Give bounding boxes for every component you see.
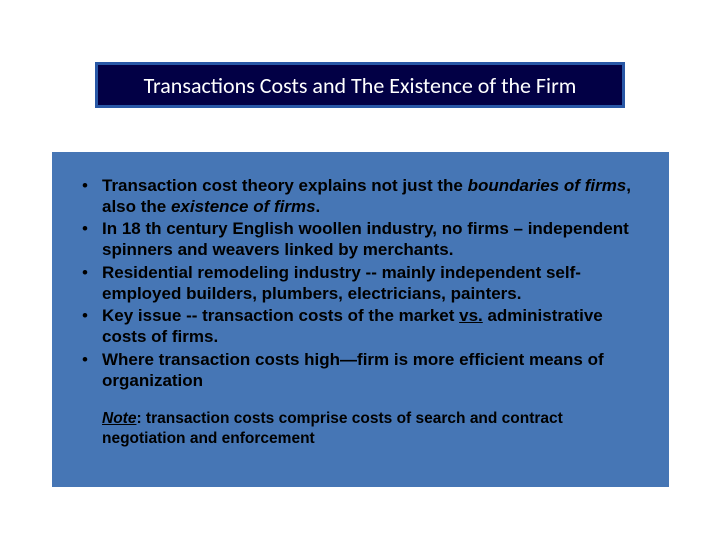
bullet-item: Residential remodeling industry -- mainl… (74, 263, 647, 304)
bullet-emphasis: existence of firms (171, 197, 316, 216)
bullet-list: Transaction cost theory explains not jus… (74, 176, 647, 391)
slide-title: Transactions Costs and The Existence of … (144, 72, 577, 99)
note-paragraph: Note: transaction costs comprise costs o… (74, 409, 647, 448)
bullet-text: Transaction cost theory explains not jus… (102, 176, 468, 195)
bullet-underline: vs. (459, 306, 483, 325)
bullet-item: Transaction cost theory explains not jus… (74, 176, 647, 217)
bullet-item: Key issue -- transaction costs of the ma… (74, 306, 647, 347)
bullet-text: . (316, 197, 321, 216)
note-lead: Note (102, 410, 136, 427)
bullet-text: Where transaction costs high—firm is mor… (102, 350, 604, 390)
title-box: Transactions Costs and The Existence of … (95, 62, 625, 108)
bullet-text: Residential remodeling industry -- mainl… (102, 263, 581, 303)
bullet-item: Where transaction costs high—firm is mor… (74, 350, 647, 391)
bullet-text: Key issue -- transaction costs of the ma… (102, 306, 459, 325)
bullet-item: In 18 th century English woollen industr… (74, 219, 647, 260)
bullet-text: In 18 th century English woollen industr… (102, 219, 629, 259)
content-box: Transaction cost theory explains not jus… (52, 152, 669, 487)
bullet-emphasis: boundaries of firms (468, 176, 627, 195)
note-text: : transaction costs comprise costs of se… (102, 410, 563, 446)
